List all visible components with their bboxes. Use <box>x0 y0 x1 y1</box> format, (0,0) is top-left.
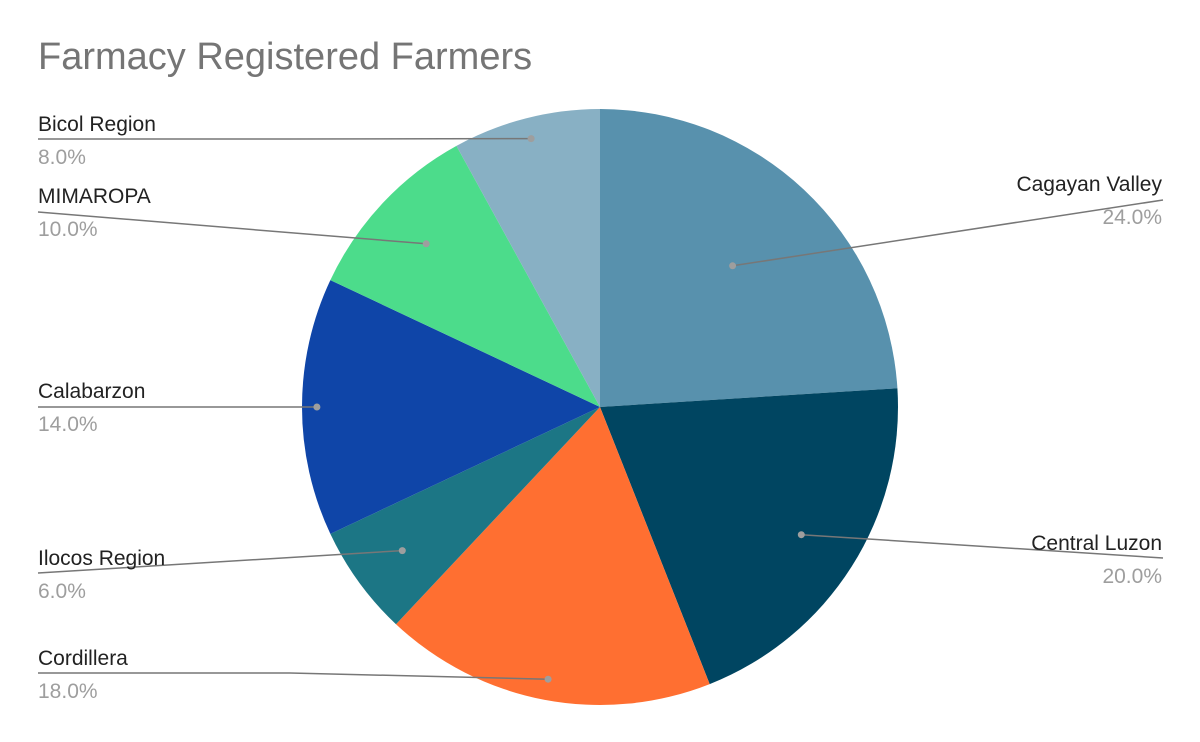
pie-slice-ilocos-region <box>330 407 600 625</box>
pie-slices <box>301 109 898 705</box>
pie-slice-calabarzon <box>301 280 600 534</box>
leader-dot-cordillera <box>544 675 552 683</box>
leader-dot-ilocos-region <box>398 547 406 555</box>
leader-line-central-luzon <box>801 533 1164 559</box>
leader-line-cordillera <box>38 672 549 680</box>
leader-dot-calabarzon <box>313 403 321 411</box>
slice-percent-cagayan-valley: 24.0% <box>1102 206 1162 229</box>
leader-dot-bicol-region <box>527 135 535 143</box>
pie-slice-central-luzon <box>600 388 898 685</box>
slice-labels: Cagayan Valley 24.0% Central Luzon 20.0% Cor… <box>38 113 1162 703</box>
slice-label-mimaropa: MIMAROPA <box>38 185 151 208</box>
slice-percent-bicol-region: 8.0% <box>38 146 86 169</box>
chart-title: Farmacy Registered Farmers <box>38 36 533 78</box>
leader-line-ilocos-region <box>37 549 403 574</box>
slice-percent-calabarzon: 14.0% <box>38 413 98 436</box>
leader-dot-mimaropa <box>422 240 430 248</box>
slice-label-cordillera: Cordillera <box>38 647 128 670</box>
pie-slice-mimaropa <box>330 145 600 408</box>
leader-line-cagayan-valley <box>732 199 1164 267</box>
leader-lines <box>37 135 1164 683</box>
slice-percent-mimaropa: 10.0% <box>38 218 98 241</box>
slice-percent-central-luzon: 20.0% <box>1102 565 1162 588</box>
slice-label-calabarzon: Calabarzon <box>38 380 145 403</box>
leader-dot-cagayan-valley <box>729 262 737 270</box>
pie-slice-cagayan-valley <box>600 109 898 407</box>
slice-percent-cordillera: 18.0% <box>38 680 98 703</box>
slice-label-bicol-region: Bicol Region <box>38 113 156 136</box>
pie-slice-cordillera <box>396 407 710 705</box>
slice-percent-ilocos-region: 6.0% <box>38 580 86 603</box>
slice-label-ilocos-region: Ilocos Region <box>38 547 165 570</box>
leader-dot-central-luzon <box>797 531 805 539</box>
slice-label-cagayan-valley: Cagayan Valley <box>1016 173 1162 196</box>
leader-line-mimaropa <box>37 211 427 245</box>
slice-label-central-luzon: Central Luzon <box>1031 532 1162 555</box>
pie-slice-bicol-region <box>456 109 600 407</box>
